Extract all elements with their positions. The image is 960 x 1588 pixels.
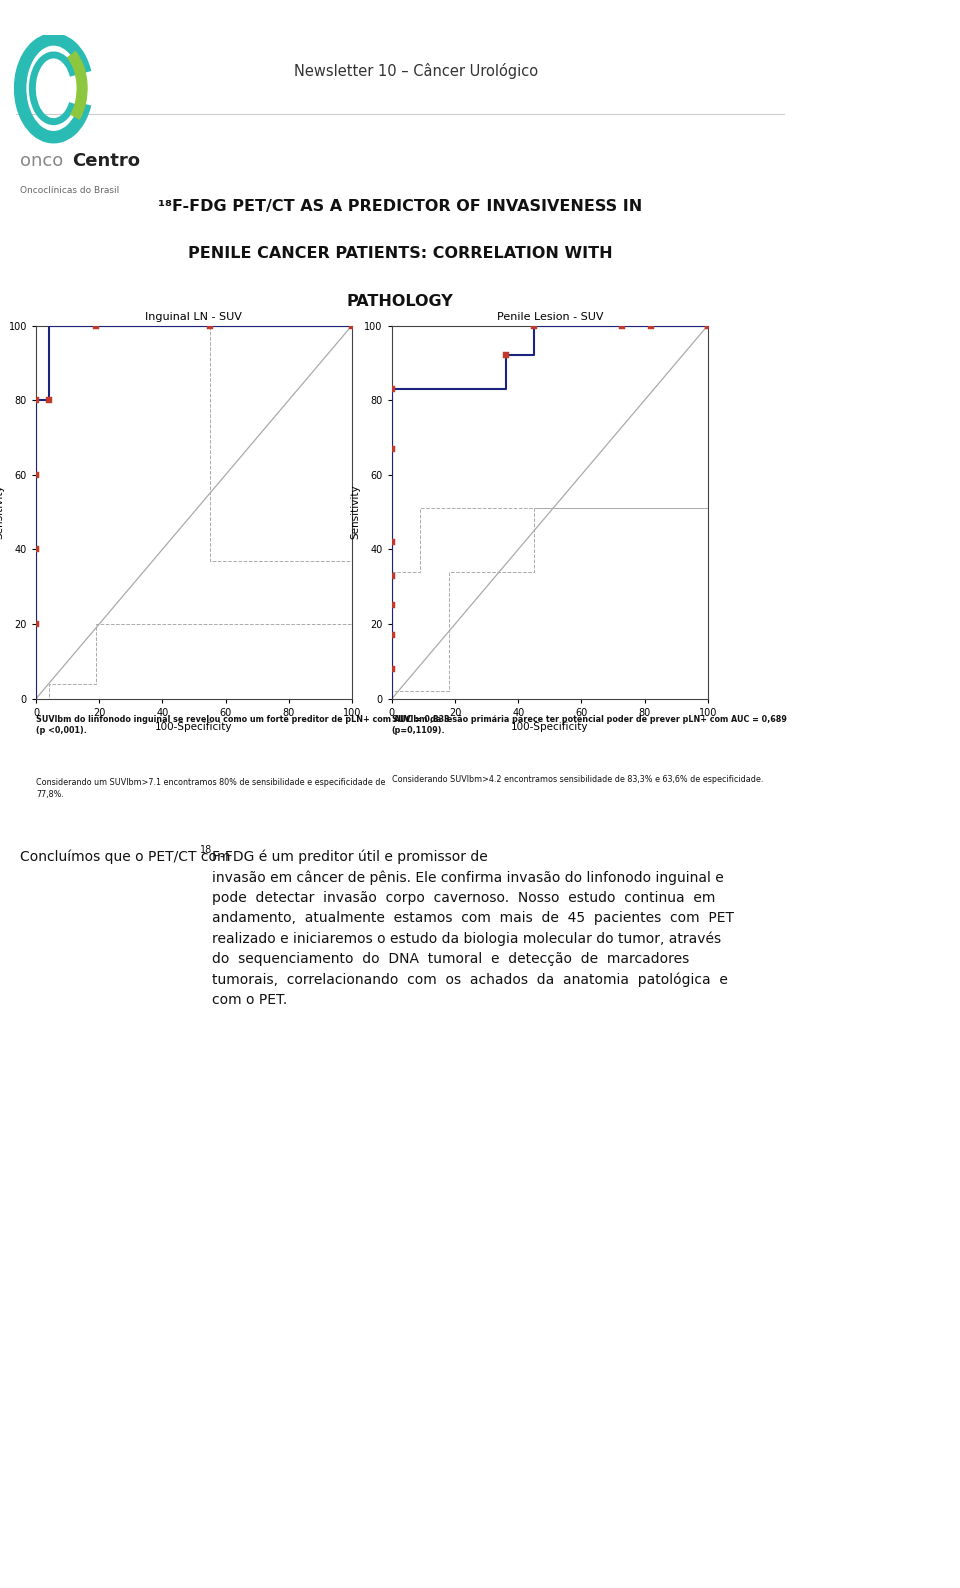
Text: Newsletter 10 – Câncer Urológico: Newsletter 10 – Câncer Urológico (294, 64, 538, 79)
Text: 18: 18 (200, 845, 212, 854)
X-axis label: 100-Specificity: 100-Specificity (511, 723, 588, 732)
X-axis label: 100-Specificity: 100-Specificity (156, 723, 232, 732)
Text: ¹⁸F-FDG PET/CT AS A PREDICTOR OF INVASIVENESS IN: ¹⁸F-FDG PET/CT AS A PREDICTOR OF INVASIV… (157, 198, 642, 213)
Text: PENILE CANCER PATIENTS: CORRELATION WITH: PENILE CANCER PATIENTS: CORRELATION WITH (187, 246, 612, 260)
Y-axis label: Sensitivity: Sensitivity (350, 484, 360, 540)
Text: Centro: Centro (72, 152, 140, 170)
Text: F-FDG é um preditor útil e promissor de
invasão em câncer de pênis. Ele confirma: F-FDG é um preditor útil e promissor de … (212, 850, 733, 1007)
Text: Oncoclínicas do Brasil: Oncoclínicas do Brasil (20, 186, 119, 195)
Text: Junho 2014: Junho 2014 (837, 71, 923, 86)
Title: Inguinal LN - SUV: Inguinal LN - SUV (146, 311, 242, 322)
Text: SUVlbm do linfonodo inguinal se revelou como um forte preditor de pLN+ com AUC =: SUVlbm do linfonodo inguinal se revelou … (36, 715, 449, 735)
Text: SUVlbm da lesão primária parece ter potencial poder de prever pLN+ com AUC = 0,6: SUVlbm da lesão primária parece ter pote… (392, 715, 786, 735)
Text: PATHOLOGY: PATHOLOGY (347, 294, 453, 308)
Text: Considerando um SUVlbm>7.1 encontramos 80% de sensibilidade e especificidade de
: Considerando um SUVlbm>7.1 encontramos 8… (36, 778, 385, 799)
Y-axis label: Sensitivity: Sensitivity (0, 484, 5, 540)
Text: Concluímos que o PET/CT com: Concluímos que o PET/CT com (20, 850, 235, 864)
Text: Considerando SUVlbm>4.2 encontramos sensibilidade de 83,3% e 63,6% de especifici: Considerando SUVlbm>4.2 encontramos sens… (392, 775, 763, 784)
Title: Penile Lesion - SUV: Penile Lesion - SUV (496, 311, 603, 322)
Text: 5: 5 (851, 1443, 909, 1524)
Text: onco: onco (20, 152, 63, 170)
